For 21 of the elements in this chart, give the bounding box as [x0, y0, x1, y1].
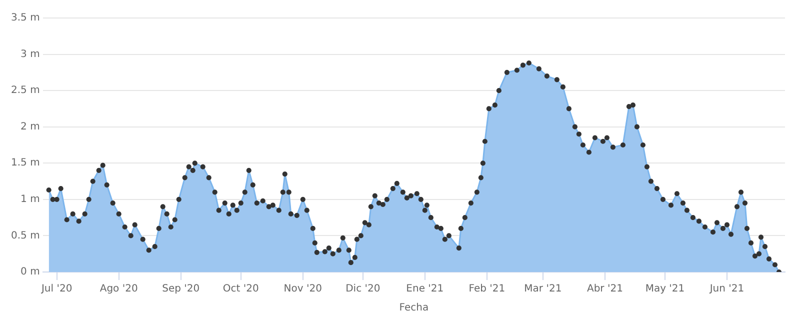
x-tick-label: Jul '20 — [40, 284, 72, 295]
x-tick-label: Oct '20 — [222, 284, 259, 295]
y-tick-label: 2.5 m — [10, 85, 40, 96]
x-tick-label: Dic '20 — [346, 284, 380, 295]
x-tick-label: Jun '21 — [708, 284, 744, 295]
x-tick-label: Abr '21 — [586, 284, 623, 295]
y-tick-label: 3.5 m — [10, 12, 40, 24]
x-axis-title: Fecha — [399, 302, 429, 314]
x-tick-label: Mar '21 — [524, 284, 562, 295]
y-tick-label: 3 m — [20, 48, 40, 60]
y-tick-label: 0.5 m — [10, 230, 40, 242]
y-tick-label: 2 m — [20, 121, 40, 132]
x-tick-label: Nov '20 — [284, 284, 322, 295]
x-tick-label: May '21 — [645, 284, 685, 295]
y-tick-label: 0 m — [20, 266, 40, 278]
x-tick-label: Ene '21 — [406, 284, 444, 295]
y-tick-label: 1 m — [20, 194, 40, 206]
y-tick-label: 1.5 m — [10, 158, 40, 169]
x-tick-label: Sep '20 — [162, 284, 200, 295]
x-tick-label: Feb '21 — [468, 284, 506, 295]
x-tick-label: Ago '20 — [100, 284, 138, 295]
